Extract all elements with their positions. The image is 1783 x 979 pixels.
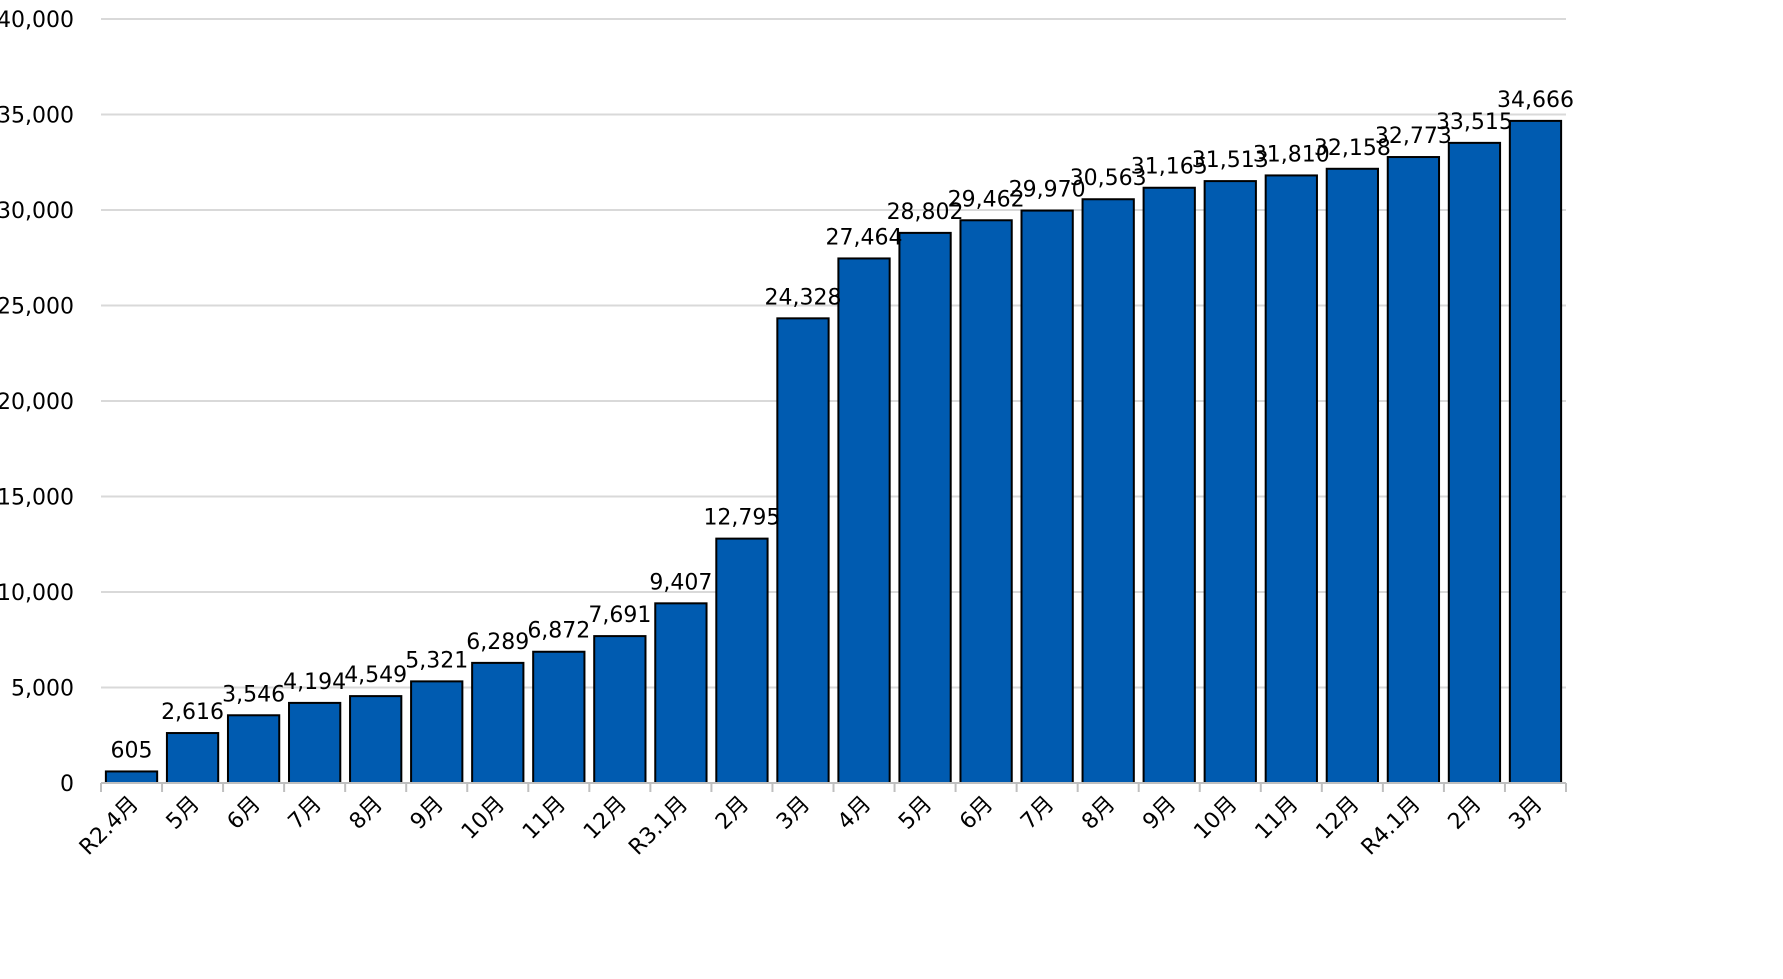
x-category-label: 10月 bbox=[457, 792, 510, 845]
bar bbox=[898, 231, 952, 785]
y-tick-label: 25,000 bbox=[0, 295, 74, 320]
x-category-label: 2月 bbox=[1444, 792, 1487, 835]
x-category-label: 4月 bbox=[833, 792, 876, 835]
bars bbox=[104, 119, 1563, 785]
y-tick-label: 0 bbox=[60, 772, 74, 797]
bar bbox=[104, 770, 159, 785]
y-tick-label: 40,000 bbox=[0, 8, 74, 33]
x-category-label: 8月 bbox=[345, 792, 388, 835]
bar bbox=[1508, 119, 1563, 785]
data-label: 6,872 bbox=[527, 619, 590, 644]
bar bbox=[1325, 167, 1379, 784]
x-category-label: R2.4月 bbox=[75, 792, 144, 861]
x-category-label: 3月 bbox=[1505, 792, 1548, 835]
data-label: 5,321 bbox=[405, 648, 468, 673]
x-category-label: 9月 bbox=[406, 792, 449, 835]
data-label: 30,563 bbox=[1070, 166, 1147, 191]
data-label: 32,158 bbox=[1314, 136, 1391, 161]
x-category-label: 11月 bbox=[1251, 792, 1304, 845]
bar bbox=[349, 695, 403, 784]
data-label: 24,328 bbox=[764, 285, 841, 310]
data-label: 34,666 bbox=[1497, 88, 1574, 113]
x-category-label: 7月 bbox=[1016, 792, 1059, 835]
data-label: 7,691 bbox=[588, 603, 651, 628]
data-label: 9,407 bbox=[649, 570, 712, 595]
bar bbox=[471, 661, 525, 785]
x-category-label: R3.1月 bbox=[624, 792, 693, 861]
data-label: 4,194 bbox=[283, 670, 346, 695]
data-label: 4,549 bbox=[344, 663, 407, 688]
x-category-label: R4.1月 bbox=[1357, 792, 1426, 861]
x-category-label: 11月 bbox=[518, 792, 571, 845]
data-label: 29,970 bbox=[1009, 178, 1086, 203]
x-category-label: 12月 bbox=[1312, 792, 1365, 845]
y-tick-label: 35,000 bbox=[0, 104, 74, 129]
x-category-label: 12月 bbox=[579, 792, 632, 845]
data-label: 33,515 bbox=[1436, 110, 1513, 135]
data-label: 2,616 bbox=[161, 700, 224, 725]
y-tick-label: 20,000 bbox=[0, 390, 74, 415]
x-category-label: 9月 bbox=[1138, 792, 1181, 835]
bar bbox=[715, 537, 769, 784]
gridlines bbox=[101, 18, 1566, 689]
bar bbox=[1386, 156, 1441, 784]
bar bbox=[226, 714, 281, 785]
data-label: 605 bbox=[111, 738, 153, 763]
bar bbox=[532, 650, 586, 785]
y-tick-label: 5,000 bbox=[11, 677, 74, 702]
x-category-label: 3月 bbox=[772, 792, 815, 835]
data-label: 12,795 bbox=[703, 506, 780, 531]
data-label: 31,513 bbox=[1192, 148, 1269, 173]
bar bbox=[654, 602, 708, 784]
x-category-label: 5月 bbox=[894, 792, 937, 835]
bar bbox=[288, 701, 342, 784]
data-label: 28,802 bbox=[887, 200, 964, 225]
x-category-label: 2月 bbox=[711, 792, 754, 835]
bar bbox=[1142, 186, 1196, 785]
bar bbox=[165, 732, 220, 785]
bar bbox=[410, 680, 464, 784]
y-tick-label: 15,000 bbox=[0, 486, 74, 511]
data-label: 3,546 bbox=[222, 682, 285, 707]
data-label: 31,165 bbox=[1131, 155, 1208, 180]
bar bbox=[837, 257, 891, 784]
data-labels: 605 2,6163,5464,1944,5495,3216,2896,8727,… bbox=[111, 88, 1574, 764]
x-category-label: 6月 bbox=[955, 792, 998, 835]
bar bbox=[1264, 174, 1318, 784]
x-category-label: 6月 bbox=[223, 792, 266, 835]
data-label: 31,810 bbox=[1253, 142, 1330, 167]
bar bbox=[776, 317, 830, 784]
y-axis-tick-labels: 0 5,000 10,000 15,000 20,000 25,000 30,000 35,0… bbox=[0, 8, 74, 797]
bar bbox=[1203, 180, 1257, 785]
x-category-label: 5月 bbox=[162, 792, 205, 835]
x-category-label: 7月 bbox=[284, 792, 327, 835]
bar bbox=[959, 219, 1013, 784]
y-tick-label: 10,000 bbox=[0, 581, 74, 606]
data-label: 27,464 bbox=[826, 225, 903, 250]
x-axis bbox=[100, 782, 1567, 792]
x-category-label: 10月 bbox=[1189, 792, 1242, 845]
data-label: 6,289 bbox=[466, 630, 529, 655]
x-category-label: 8月 bbox=[1077, 792, 1120, 835]
data-label: 32,773 bbox=[1375, 124, 1452, 149]
bar bbox=[1020, 209, 1074, 784]
bar bbox=[593, 635, 647, 785]
y-tick-label: 30,000 bbox=[0, 199, 74, 224]
data-label: 29,462 bbox=[948, 187, 1025, 212]
bar bbox=[1081, 198, 1135, 784]
bar bbox=[1447, 141, 1502, 784]
